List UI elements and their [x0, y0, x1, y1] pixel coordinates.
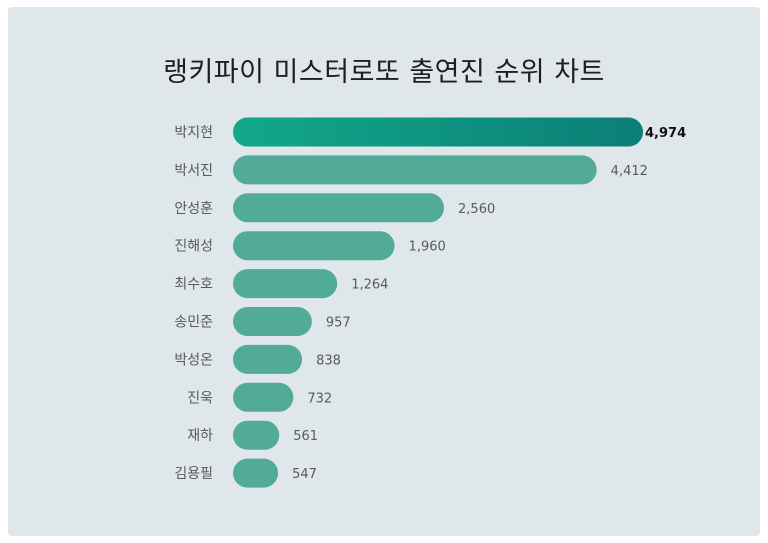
category-label: 진해성: [174, 239, 213, 255]
category-label: 박지현: [174, 125, 213, 141]
bar: [233, 458, 279, 488]
value-label: 4,974: [645, 126, 686, 141]
value-label: 2,560: [458, 202, 495, 217]
value-label: 957: [326, 316, 351, 331]
value-label: 4,412: [611, 164, 648, 179]
bar: [233, 344, 303, 374]
category-label: 김용필: [174, 466, 213, 482]
category-label: 박서진: [174, 163, 213, 179]
category-label: 재하: [187, 428, 213, 444]
value-label: 547: [292, 467, 317, 482]
category-label: 최수호: [174, 277, 213, 293]
value-label: 1,264: [351, 278, 388, 293]
bar: [233, 155, 597, 185]
bar: [233, 420, 280, 450]
bar: [233, 269, 338, 299]
category-label: 송민준: [174, 315, 213, 331]
category-label: 안성훈: [174, 201, 213, 217]
chart-title: 랭키파이 미스터로또 출연진 순위 차트: [163, 57, 605, 88]
value-label: 561: [293, 429, 318, 444]
category-label: 박성온: [174, 352, 213, 368]
bars-group: 박지현 4,974 박서진 4,412 안성훈 2,560 진해성 1,960 최수호 1,264…: [174, 117, 686, 488]
value-label: 732: [307, 391, 332, 406]
bar: [233, 307, 312, 336]
value-label: 1,960: [409, 240, 446, 255]
bar: [233, 231, 395, 261]
value-label: 838: [316, 353, 341, 368]
chart-card: [8, 7, 760, 536]
bar: [233, 117, 643, 147]
bar: [233, 193, 445, 223]
bar: [233, 382, 294, 412]
category-label: 진욱: [187, 390, 213, 406]
